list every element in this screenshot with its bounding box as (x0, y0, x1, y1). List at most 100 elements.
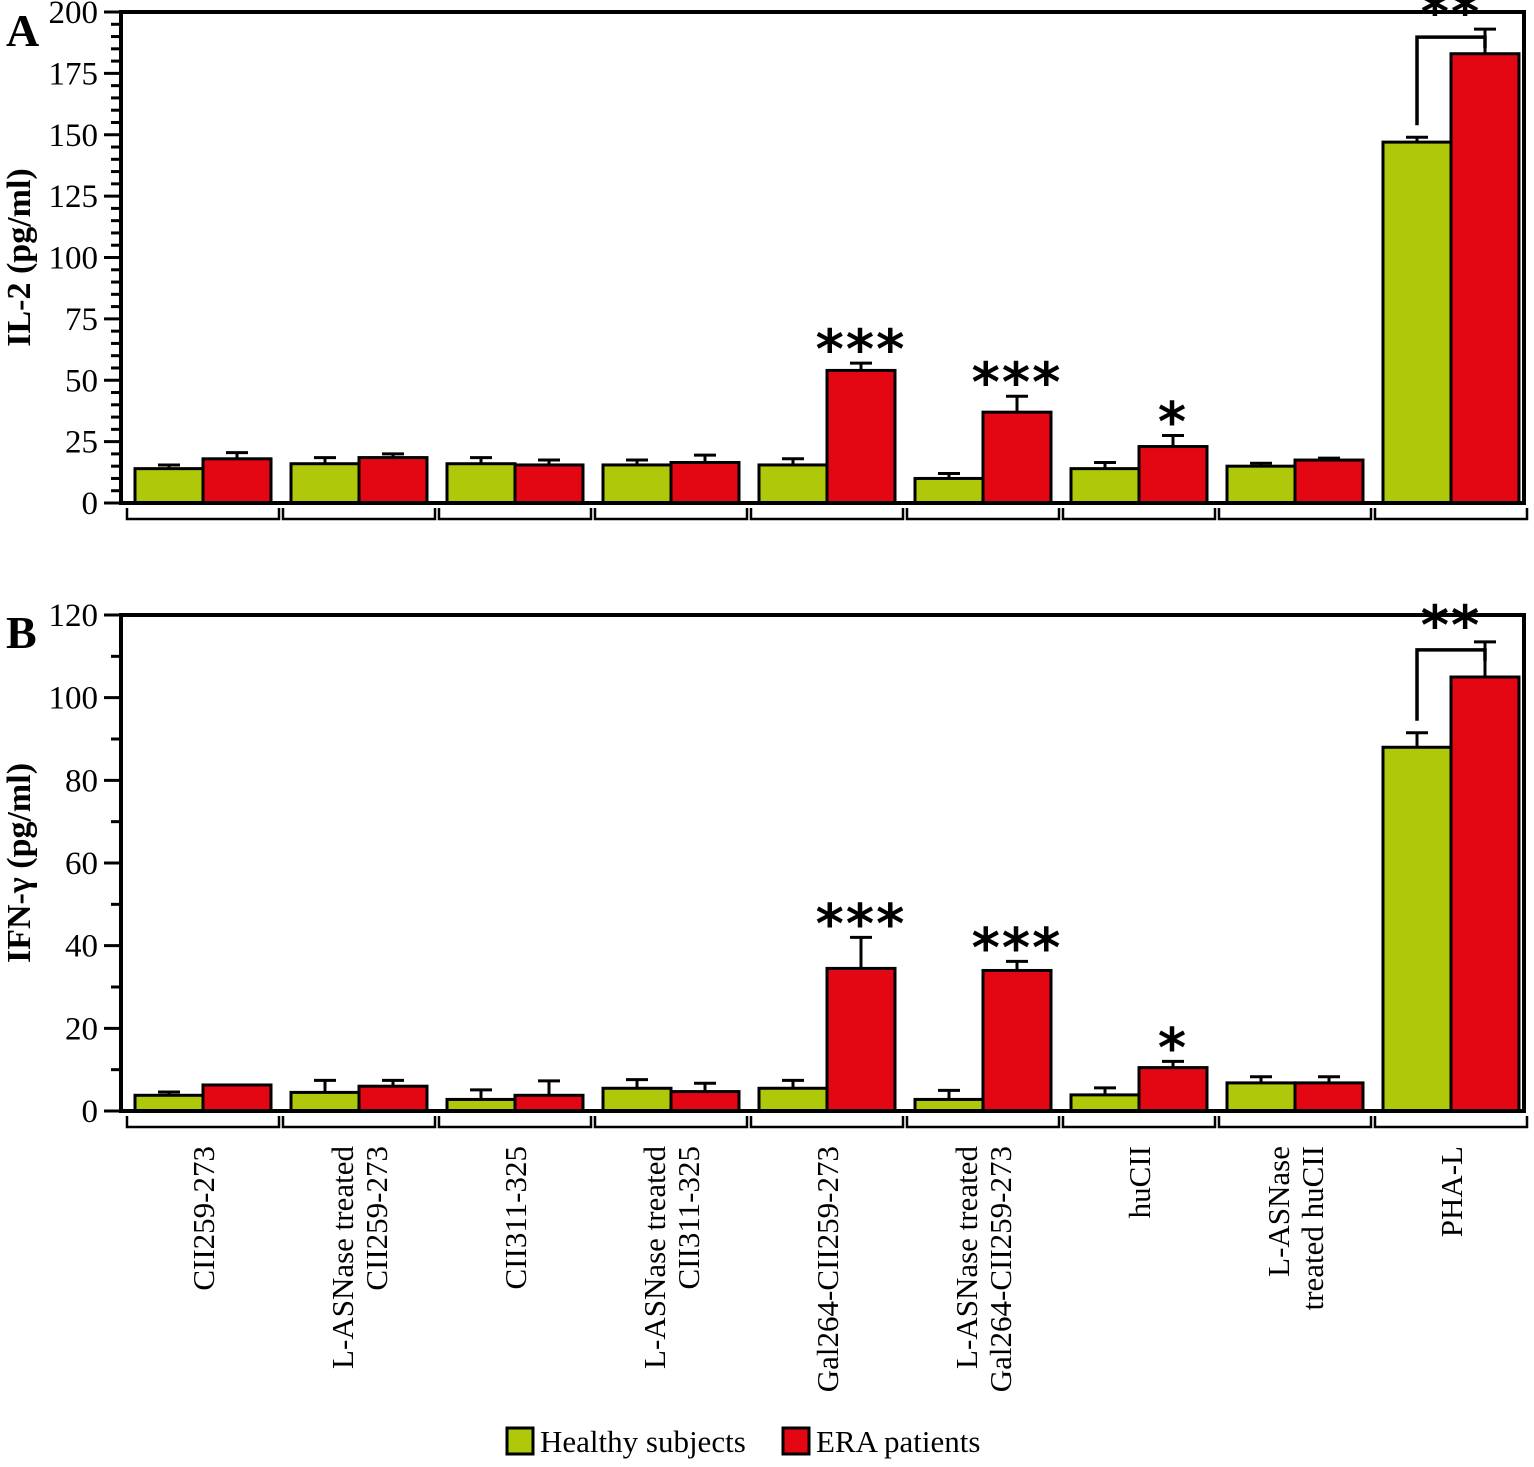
y-axis-title-A: IL-2 (pg/ml) (1, 168, 38, 347)
legend-swatch-era (781, 1426, 811, 1456)
category-bracket (281, 1116, 437, 1129)
bar-era-L-ASNase treated CII259-273 (357, 456, 429, 505)
bar-healthy-L-ASNase treated Gal264-CII259-273 (913, 476, 985, 505)
category-bracket (905, 508, 1061, 521)
bar-group-huCII: * (1061, 390, 1217, 521)
bar-era-L-ASNase treated CII259-273 (357, 1084, 429, 1113)
category-bracket (125, 508, 281, 521)
x-category-label: CII259-273 (186, 1146, 221, 1291)
x-category-label: CII311-325 (671, 1146, 706, 1290)
x-category-label: PHA-L (1434, 1146, 1469, 1237)
bar-healthy-L-ASNase treated CII311-325 (601, 463, 673, 505)
bar-era-Gal264-CII259-273 (825, 966, 897, 1113)
category-bracket (1061, 508, 1217, 521)
bar-group-PHA-L: ** (1373, 594, 1529, 1129)
y-tick-label: 100 (49, 241, 99, 277)
category-bracket (437, 1116, 593, 1129)
bar-healthy-PHA-L (1381, 140, 1453, 505)
y-tick-label: 0 (82, 1094, 99, 1130)
bar-healthy-CII311-325 (445, 462, 517, 505)
bar-healthy-huCII (1069, 1093, 1141, 1113)
bar-era-L-ASNase treated CII311-325 (669, 1090, 741, 1113)
significance-stars: *** (972, 916, 1063, 979)
bar-era-Gal264-CII259-273 (825, 368, 897, 505)
y-tick-label: 20 (65, 1011, 98, 1047)
bar-group-CII259-273 (125, 1083, 281, 1129)
bar-era-L-ASNase treated huCII (1293, 1081, 1365, 1113)
bar-era-huCII (1137, 1066, 1209, 1113)
y-tick-label: 0 (82, 486, 99, 522)
x-category-label: CII311-325 (498, 1146, 533, 1290)
x-category-label: L-ASNase (1261, 1146, 1296, 1277)
x-category-label: Gal264-CII259-273 (983, 1146, 1018, 1392)
y-tick-label: 80 (65, 763, 98, 799)
bar-era-CII311-325 (513, 1093, 585, 1113)
category-bracket (437, 508, 593, 521)
bar-healthy-huCII (1069, 467, 1141, 505)
bar-healthy-L-ASNase treated CII259-273 (289, 462, 361, 505)
bar-group-huCII: * (1061, 1016, 1217, 1129)
bar-healthy-CII259-273 (133, 1093, 205, 1113)
bar-group-L-ASNase treated huCII (1217, 1075, 1373, 1129)
category-bracket (1217, 1116, 1373, 1129)
legend-label-healthy: Healthy subjects (540, 1424, 746, 1459)
category-bracket (749, 508, 905, 521)
bar-era-PHA-L (1449, 52, 1521, 505)
y-tick-label: 175 (49, 56, 99, 92)
bar-era-L-ASNase treated Gal264-CII259-273 (981, 410, 1053, 505)
x-category-label: CII259-273 (359, 1146, 394, 1291)
bar-era-L-ASNase treated huCII (1293, 458, 1365, 505)
bar-healthy-L-ASNase treated CII259-273 (289, 1090, 361, 1113)
y-tick-label: 60 (65, 846, 98, 882)
bar-healthy-Gal264-CII259-273 (757, 463, 829, 505)
bar-group-L-ASNase treated CII259-273 (281, 1078, 437, 1129)
bar-era-CII259-273 (201, 457, 273, 505)
bar-era-L-ASNase treated Gal264-CII259-273 (981, 968, 1053, 1113)
y-tick-label: 200 (49, 0, 99, 31)
bar-group-Gal264-CII259-273: *** (749, 892, 907, 1129)
panel-letter-B: B (6, 607, 37, 658)
legend: Healthy subjects ERA patients (505, 1424, 980, 1459)
bar-era-PHA-L (1449, 675, 1521, 1113)
bar-healthy-L-ASNase treated huCII (1225, 464, 1297, 505)
x-category-label: huCII (1122, 1146, 1157, 1218)
category-bracket (593, 508, 749, 521)
y-tick-label: 50 (65, 363, 98, 399)
significance-stars: ** (1421, 0, 1481, 44)
significance-bracket (1415, 648, 1487, 721)
x-category-label: L-ASNase treated (325, 1146, 360, 1369)
significance-stars: ** (1421, 594, 1481, 657)
category-bracket (125, 1116, 281, 1129)
category-bracket (593, 1116, 749, 1129)
category-bracket (1217, 508, 1373, 521)
bar-healthy-CII259-273 (133, 467, 205, 505)
category-bracket (281, 508, 437, 521)
x-axis-category-labels: CII259-273 L-ASNase treated CII259-273 CII3… (186, 1146, 1469, 1393)
bar-group-L-ASNase treated CII311-325 (593, 453, 749, 521)
y-tick-label: 150 (49, 118, 99, 154)
x-category-label: L-ASNase treated (949, 1146, 984, 1369)
bar-healthy-PHA-L (1381, 745, 1453, 1113)
x-category-label: Gal264-CII259-273 (810, 1146, 845, 1392)
y-tick-label: 75 (65, 302, 98, 338)
category-bracket (905, 1116, 1061, 1129)
significance-bracket (1415, 35, 1487, 126)
panel-letter-A: A (6, 5, 39, 56)
bar-group-L-ASNase treated CII311-325 (593, 1078, 749, 1129)
y-axis-ticks: 0 25 50 75 100 125 150 175 200 (49, 0, 121, 522)
significance-stars: *** (972, 351, 1063, 414)
category-bracket (749, 1116, 905, 1129)
x-category-label: L-ASNase treated (637, 1146, 672, 1369)
bar-era-L-ASNase treated CII311-325 (669, 460, 741, 505)
bar-group-CII311-325 (437, 456, 593, 521)
bar-healthy-Gal264-CII259-273 (757, 1086, 829, 1113)
x-category-label: treated huCII (1295, 1146, 1330, 1310)
bar-group-L-ASNase treated huCII (1217, 456, 1373, 521)
y-axis-title-B: IFN-γ (pg/ml) (1, 763, 38, 963)
bar-group-CII259-273 (125, 451, 281, 521)
significance-stars: *** (816, 892, 907, 955)
legend-swatch-healthy (505, 1426, 535, 1456)
